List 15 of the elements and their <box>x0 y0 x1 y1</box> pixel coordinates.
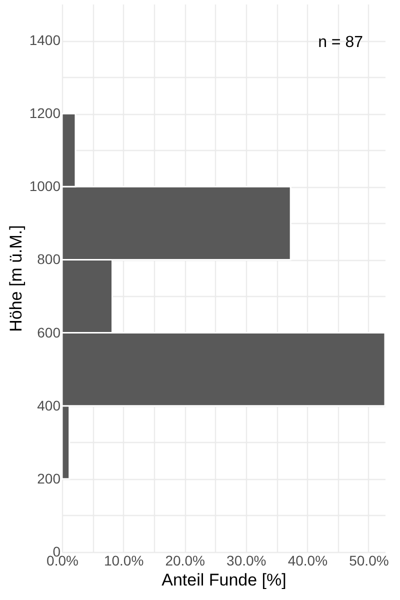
x-tick-label: 20.0% <box>165 552 205 568</box>
annotation: n = 87 <box>318 34 364 51</box>
x-tick-label: 10.0% <box>104 552 144 568</box>
x-axis-title: Anteil Funde [%] <box>162 570 286 590</box>
y-axis-title: Höhe [m ü.M.] <box>6 225 26 332</box>
y-tick-label: 1000 <box>29 178 61 194</box>
x-tick-label: 30.0% <box>226 552 266 568</box>
x-tick-label: 40.0% <box>288 552 328 568</box>
y-tick-label: 600 <box>37 324 61 340</box>
x-tick-label: 50.0% <box>349 552 389 568</box>
y-tick-label: 1200 <box>29 105 61 122</box>
y-tick-label: 200 <box>37 470 61 486</box>
y-tick-label: 1400 <box>29 32 61 48</box>
y-tick-label: 400 <box>37 397 61 414</box>
y-tick-label: 800 <box>37 251 61 268</box>
